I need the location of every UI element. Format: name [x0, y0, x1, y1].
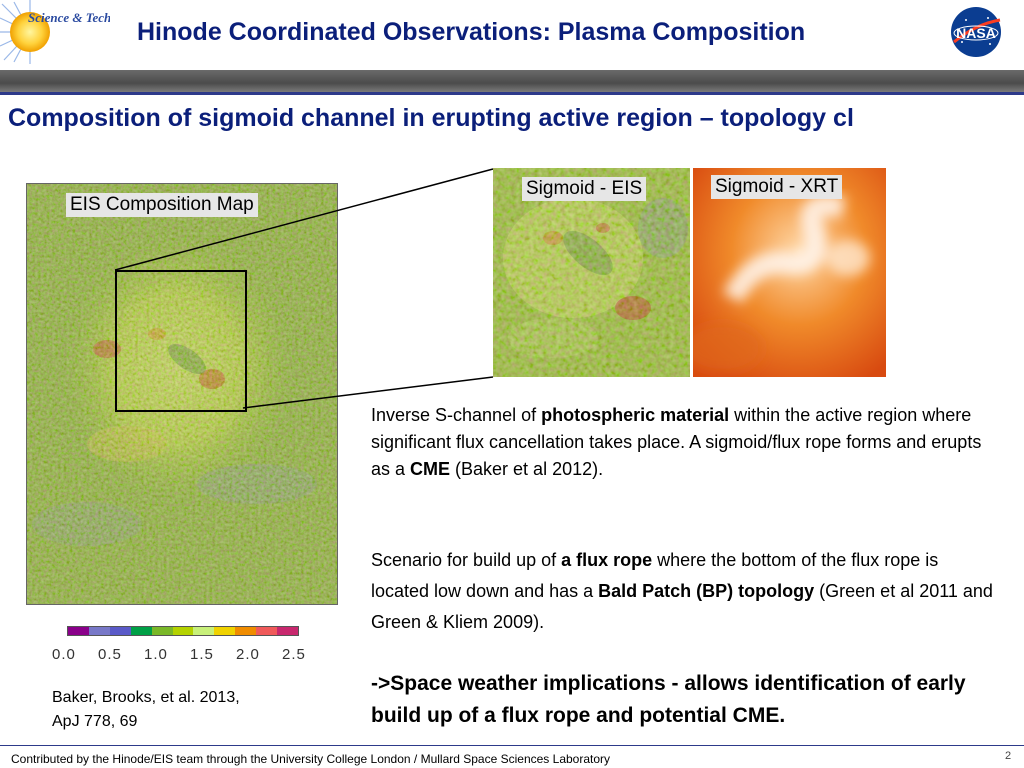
colorbar-tick: 0.0: [52, 646, 76, 663]
colorbar-segment: [277, 627, 298, 635]
colorbar-segment: [172, 627, 194, 635]
page-number: 2: [1005, 750, 1012, 762]
science-technology-office-logo: Science & Technology Office: [0, 0, 110, 64]
slide-subtitle: Composition of sigmoid channel in erupti…: [8, 104, 854, 132]
colorbar-segment: [235, 627, 257, 635]
svg-text:Science & Technology Office: Science & Technology Office: [28, 10, 110, 25]
paragraph-inverse-s-channel: Inverse S-channel of photospheric materi…: [371, 405, 982, 479]
paragraph-space-weather-implications: ->Space weather implications - allows id…: [371, 672, 966, 727]
colorbar-segment: [214, 627, 236, 635]
colorbar-segment: [256, 627, 278, 635]
zoom-region-box: [115, 270, 247, 412]
colorbar-tick: 1.5: [190, 646, 214, 663]
header-divider: [0, 92, 1024, 95]
svg-text:NASA: NASA: [956, 25, 996, 41]
footer-divider: [0, 745, 1024, 746]
nasa-logo: NASA: [951, 7, 1001, 57]
sigmoid-eis-label: Sigmoid - EIS: [522, 177, 647, 201]
colorbar-segment: [68, 627, 89, 635]
citation-reference: Baker, Brooks, et al. 2013, ApJ 778, 69: [52, 686, 240, 734]
eis-map-label: EIS Composition Map: [66, 193, 258, 217]
colorbar: [67, 626, 299, 636]
sigmoid-xrt-label: Sigmoid - XRT: [711, 175, 843, 199]
colorbar-segment: [130, 627, 152, 635]
sigmoid-eis-image: [493, 168, 690, 377]
citation-line-2: ApJ 778, 69: [52, 713, 138, 730]
colorbar-segment: [88, 627, 110, 635]
colorbar-tick: 2.5: [282, 646, 306, 663]
colorbar-tick: 2.0: [236, 646, 260, 663]
header-bar: [0, 70, 1024, 92]
header-title: Hinode Coordinated Observations: Plasma …: [137, 18, 806, 46]
sigmoid-xrt-image: [693, 168, 886, 377]
paragraph-flux-rope-scenario: Scenario for build up of a flux rope whe…: [371, 550, 993, 632]
footer-credit: Contributed by the Hinode/EIS team throu…: [11, 752, 611, 766]
colorbar-tick: 1.0: [144, 646, 168, 663]
colorbar-segment: [193, 627, 215, 635]
colorbar-segment: [151, 627, 173, 635]
colorbar-tick: 0.5: [98, 646, 122, 663]
citation-line-1: Baker, Brooks, et al. 2013,: [52, 689, 240, 706]
colorbar-segment: [109, 627, 131, 635]
